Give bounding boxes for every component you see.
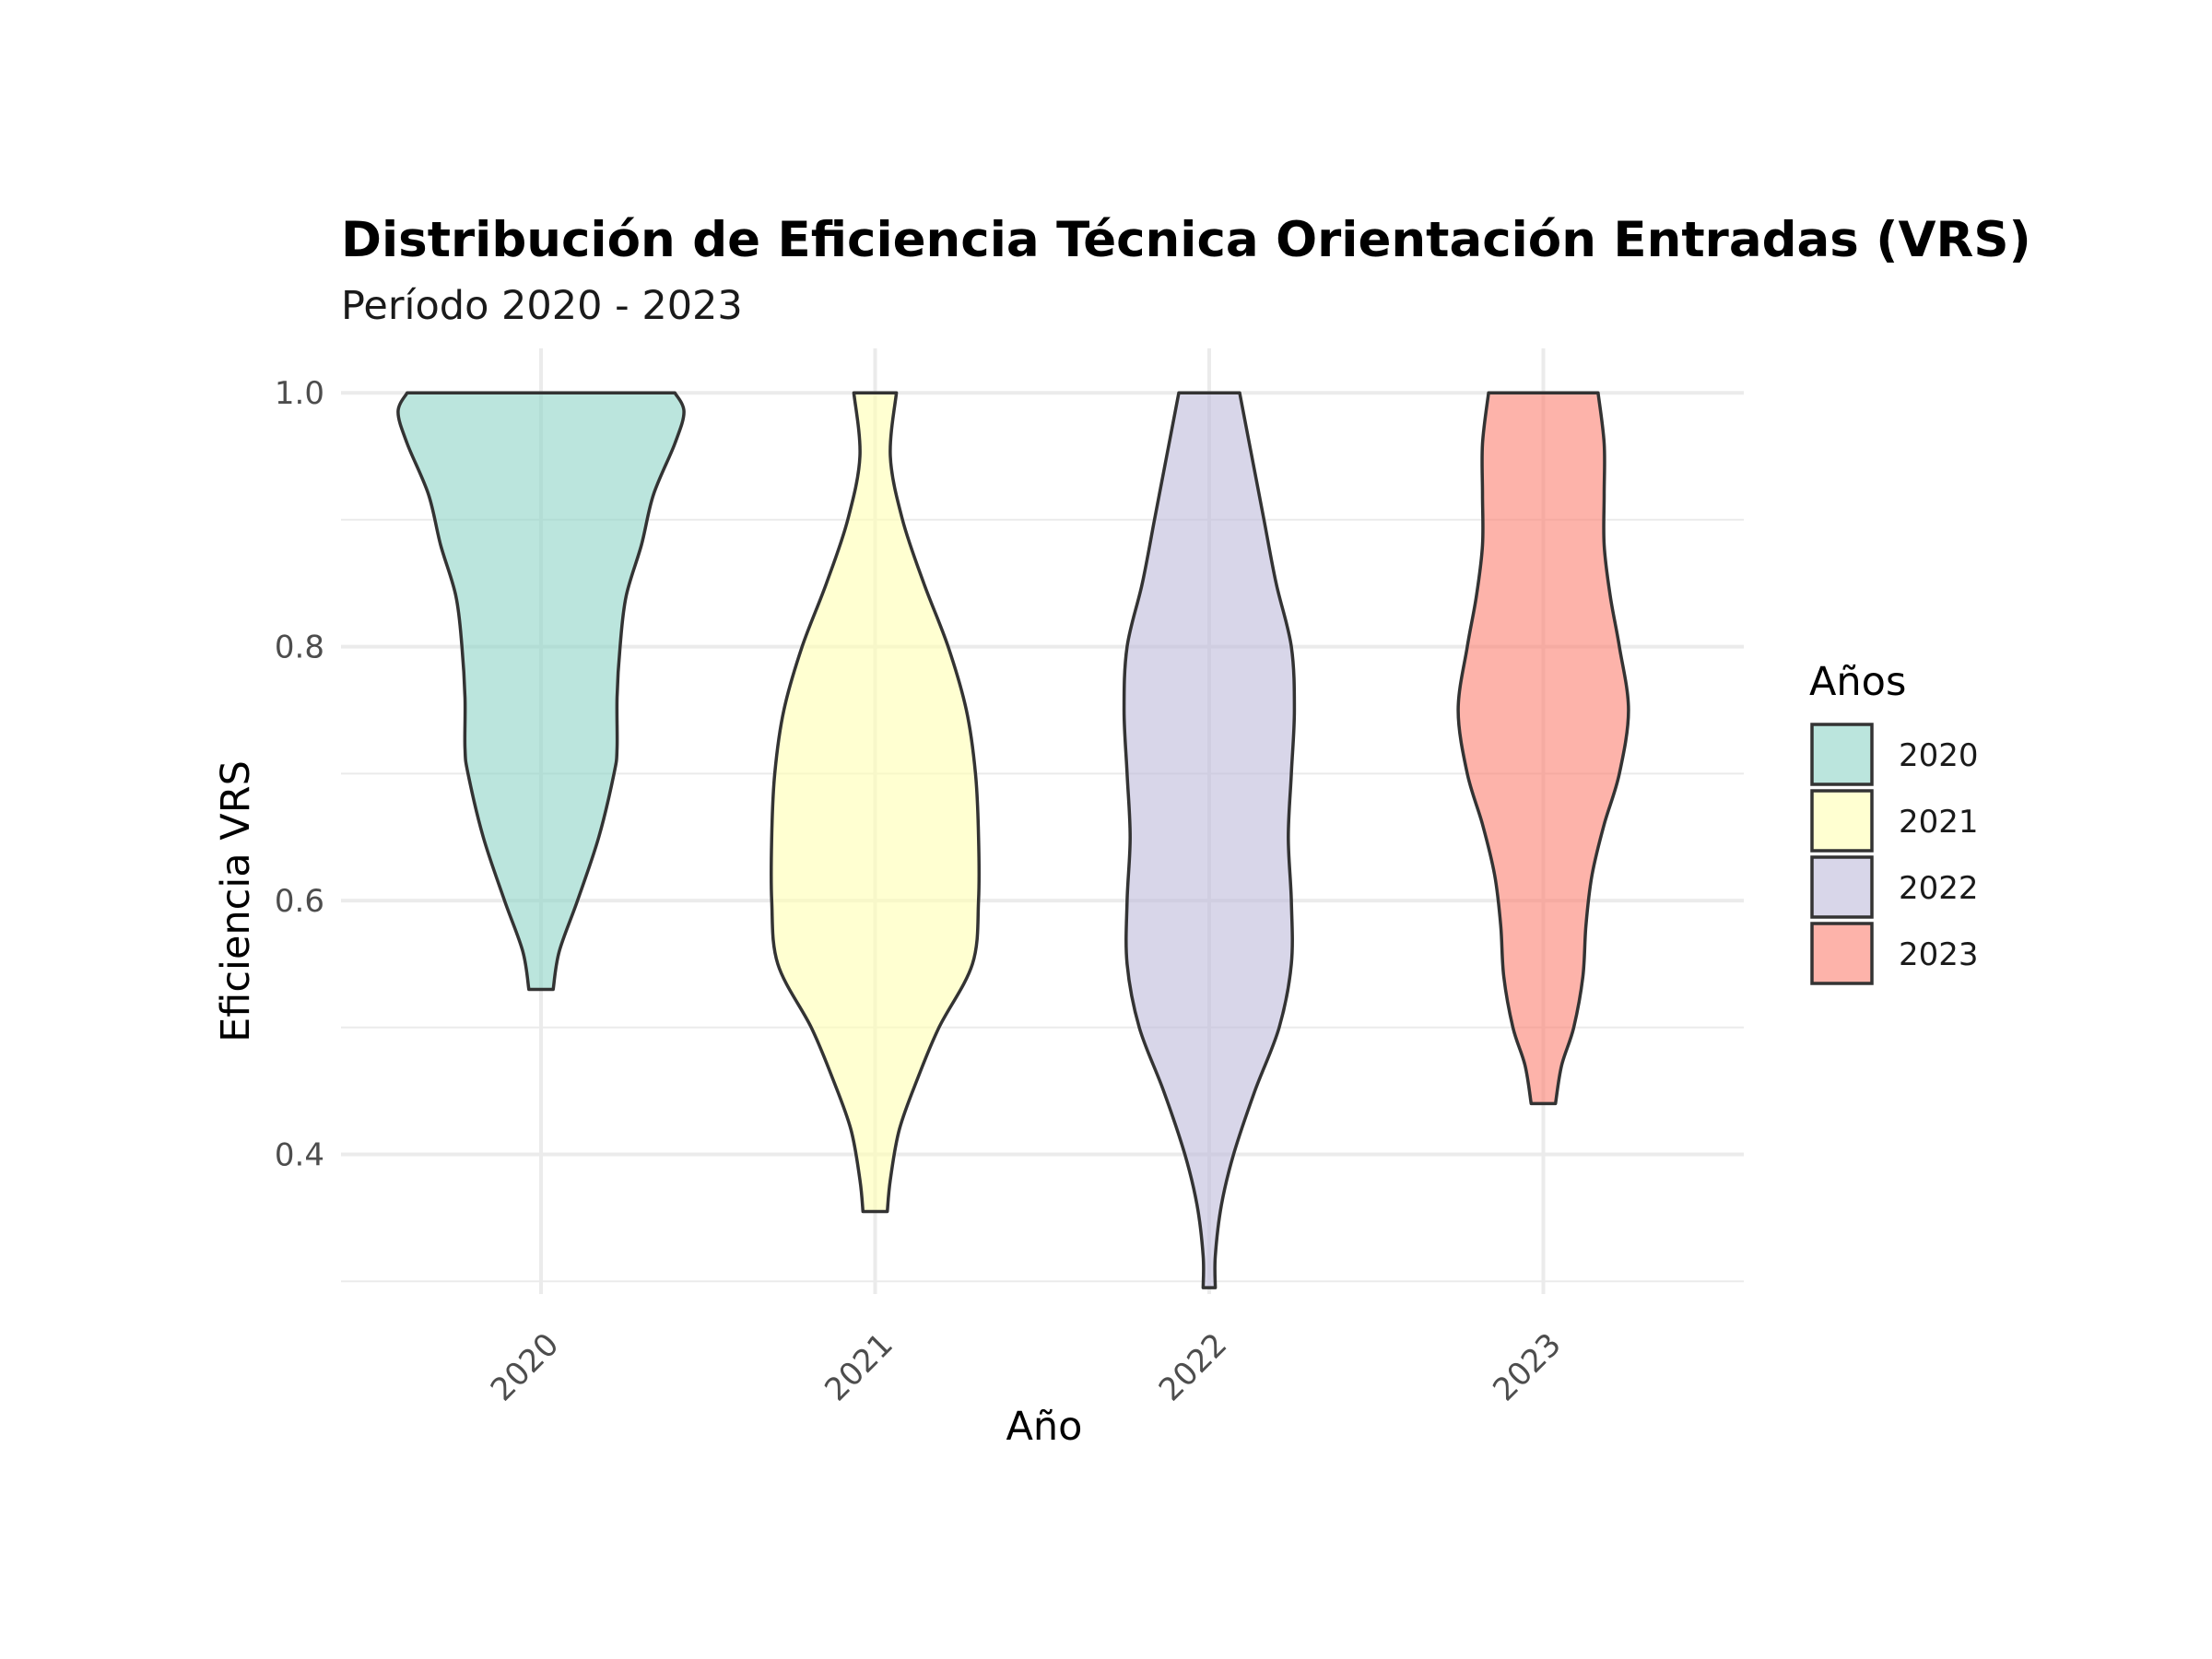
violin-2021 [769, 391, 982, 1214]
x-tick-label: 2021 [818, 1326, 900, 1408]
legend-key-2022 [1810, 855, 1874, 919]
violin-2023 [1456, 391, 1630, 1106]
violin-2022 [1122, 391, 1297, 1289]
violins [396, 391, 1630, 1289]
y-tick-label: 0.8 [275, 629, 324, 666]
y-axis-title: Eficiencia VRS [213, 760, 259, 1042]
legend-label: 2021 [1899, 804, 1979, 841]
legend-key-2020 [1810, 723, 1874, 786]
legend-key-2023 [1810, 922, 1874, 985]
legend-label: 2020 [1899, 737, 1979, 774]
y-tick-label: 1.0 [275, 375, 324, 412]
y-tick-label: 0.6 [275, 883, 324, 920]
legend: 2020 2021 2022 2023 [1810, 723, 1979, 985]
legend-key-2021 [1810, 789, 1874, 853]
x-axis-ticks: 2020 2021 2022 2023 [484, 1326, 1569, 1408]
x-tick-label: 2022 [1152, 1326, 1234, 1408]
x-tick-label: 2023 [1486, 1326, 1568, 1408]
x-tick-label: 2020 [484, 1326, 566, 1408]
violin-2020 [396, 391, 686, 992]
chart-title: Distribución de Eficiencia Técnica Orien… [341, 212, 2031, 268]
y-axis-ticks: 0.4 0.6 0.8 1.0 [275, 375, 324, 1173]
legend-label: 2022 [1899, 870, 1979, 907]
x-axis-title: Año [1006, 1404, 1083, 1450]
legend-title: Años [1809, 659, 1906, 705]
chart-subtitle: Período 2020 - 2023 [341, 283, 743, 329]
legend-label: 2023 [1899, 936, 1979, 973]
y-tick-label: 0.4 [275, 1137, 324, 1174]
